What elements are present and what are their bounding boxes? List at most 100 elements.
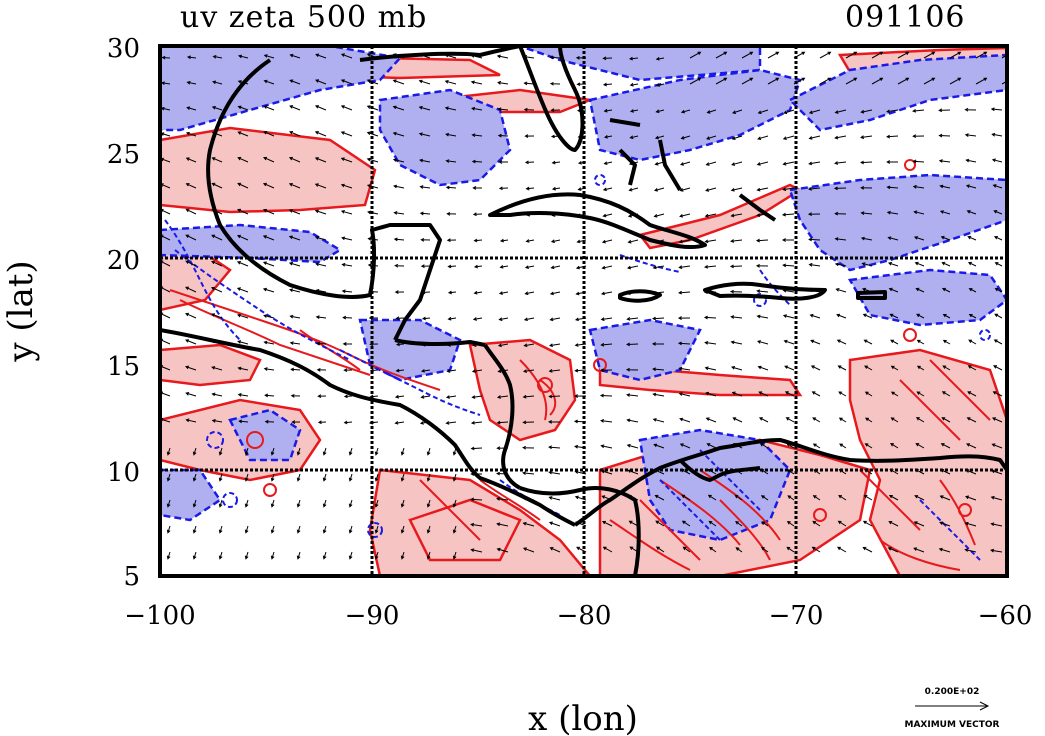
wind-vector	[949, 51, 962, 59]
wind-vector	[322, 499, 327, 508]
wind-vector	[626, 342, 639, 347]
wind-vector	[990, 495, 1003, 501]
wind-vector	[340, 183, 353, 189]
wind-vector	[212, 80, 223, 85]
wind-vector	[211, 339, 223, 345]
wind-vector	[992, 391, 1003, 397]
wind-vector	[419, 211, 431, 216]
wind-vector	[497, 343, 509, 348]
wind-vector	[471, 106, 483, 111]
wind-vector	[913, 547, 925, 553]
wind-vector	[392, 131, 405, 137]
wind-vector	[704, 264, 717, 269]
wind-vector	[834, 135, 847, 140]
wind-vector	[244, 499, 249, 508]
wind-vector	[270, 551, 275, 560]
wind-vector	[548, 420, 561, 424]
wind-vector	[625, 367, 639, 372]
wind-vector	[704, 366, 717, 371]
wind-vector	[941, 417, 951, 423]
negative-vorticity-regions	[160, 46, 1007, 542]
wind-vector	[975, 51, 988, 59]
wind-vector	[809, 313, 821, 319]
wind-vector	[420, 395, 431, 399]
wind-vector	[524, 265, 535, 269]
wind-vector	[237, 340, 249, 345]
wind-vector	[421, 290, 431, 295]
wind-vector	[731, 391, 743, 397]
wind-vector	[966, 210, 977, 215]
wind-vector	[913, 210, 925, 215]
wind-vector	[655, 109, 665, 114]
wind-vector	[471, 159, 483, 164]
wind-vector	[964, 521, 977, 527]
wind-vector	[262, 287, 275, 293]
wind-vector	[525, 186, 535, 191]
wind-vector	[599, 393, 613, 398]
wind-vector	[522, 547, 535, 553]
wind-vector	[237, 131, 249, 137]
wind-vector	[263, 131, 275, 137]
wind-vector	[888, 521, 899, 527]
wind-vector	[395, 316, 405, 321]
wind-vector	[185, 234, 197, 241]
reference-vector-value: 0.200E+02	[925, 687, 980, 697]
x-tick-label: −70	[769, 601, 824, 631]
wind-vector	[473, 238, 483, 243]
wind-vector	[523, 343, 535, 348]
x-axis-label: x (lon)	[528, 699, 638, 736]
wind-vector	[523, 55, 535, 59]
wind-vector	[678, 366, 691, 371]
wind-vector	[864, 417, 873, 423]
wind-vector	[499, 212, 509, 217]
wind-vector	[845, 51, 858, 59]
wind-vector	[270, 447, 275, 456]
wind-vector	[472, 317, 483, 321]
wind-vector	[236, 261, 249, 267]
wind-vector	[264, 419, 275, 424]
wind-vector	[758, 391, 769, 397]
wind-vector	[374, 551, 379, 560]
wind-vector	[314, 105, 327, 111]
wind-vector	[735, 547, 743, 553]
wind-vector	[652, 316, 665, 321]
wind-vector	[837, 365, 847, 371]
wind-vector	[550, 108, 561, 113]
wind-vector	[237, 208, 249, 215]
wind-vector	[680, 135, 691, 140]
wind-vector	[576, 82, 587, 87]
wind-vector	[678, 239, 691, 244]
wind-vector	[626, 316, 639, 321]
wind-vector	[757, 340, 769, 345]
wind-vector	[860, 185, 873, 190]
wind-vector	[860, 109, 873, 114]
wind-vector	[729, 289, 743, 294]
wind-vector	[939, 184, 951, 189]
wind-vector	[602, 187, 613, 192]
wind-vector	[576, 213, 587, 218]
wind-vector	[942, 314, 951, 319]
wind-vector	[341, 262, 353, 267]
wind-vector	[314, 209, 327, 215]
wind-vector	[834, 109, 847, 114]
wind-vector	[211, 106, 223, 111]
wind-vector	[211, 392, 223, 397]
wind-vector	[244, 447, 249, 456]
wind-vector	[602, 213, 613, 218]
wind-vector	[522, 394, 535, 399]
wind-vector	[316, 341, 327, 346]
wind-vector	[767, 77, 780, 85]
wind-vector	[652, 392, 665, 397]
wind-vector	[236, 234, 249, 241]
wind-vector	[263, 156, 275, 163]
y-tick-label: 5	[123, 562, 140, 592]
wind-vector	[914, 261, 925, 267]
wind-vector	[185, 392, 197, 397]
wind-vector	[886, 134, 899, 139]
wind-vector	[471, 133, 483, 138]
wind-vector	[445, 185, 457, 190]
wind-vector	[602, 82, 613, 87]
wind-vector	[237, 182, 249, 189]
wind-vector	[600, 368, 613, 373]
y-tick-label: 25	[107, 140, 140, 170]
